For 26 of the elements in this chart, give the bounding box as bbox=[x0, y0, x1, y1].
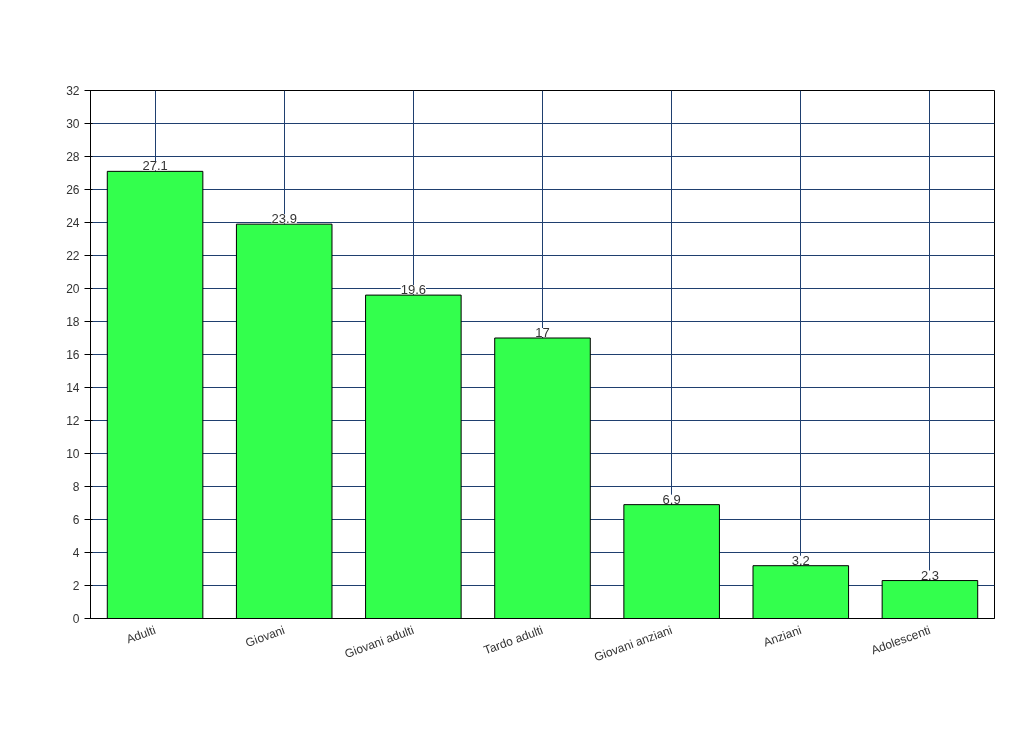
data-label: 19.6 bbox=[400, 282, 427, 298]
data-label: 17 bbox=[535, 325, 550, 340]
y-tick-label: 12 bbox=[66, 414, 80, 428]
y-tick-label: 24 bbox=[66, 216, 80, 230]
x-tick-label: Adulti bbox=[124, 622, 158, 647]
x-tick-label: Tardo adulti bbox=[481, 622, 545, 658]
y-tick-label: 32 bbox=[66, 84, 80, 98]
y-tick-label: 8 bbox=[72, 480, 80, 494]
data-label: 27.1 bbox=[142, 158, 168, 174]
data-label: 6.9 bbox=[662, 491, 681, 507]
data-label: 3.2 bbox=[791, 552, 810, 568]
y-tick-label: 22 bbox=[66, 249, 80, 263]
y-tick-label: 30 bbox=[66, 117, 80, 131]
y-tick-label: 14 bbox=[66, 381, 80, 395]
y-tick-label: 16 bbox=[66, 348, 80, 362]
y-tick-label: 18 bbox=[66, 315, 80, 329]
data-label: 2.3 bbox=[920, 567, 939, 583]
y-tick-label: 6 bbox=[72, 513, 80, 527]
y-tick-label: 0 bbox=[72, 612, 80, 626]
y-tick-label: 2 bbox=[72, 579, 80, 593]
y-tick-label: 4 bbox=[72, 546, 80, 560]
y-tick-label: 28 bbox=[66, 150, 80, 164]
y-tick-label: 10 bbox=[66, 447, 80, 461]
y-tick-label: 20 bbox=[66, 282, 80, 296]
y-tick-label: 26 bbox=[66, 183, 80, 197]
data-label: 23.9 bbox=[271, 211, 297, 227]
